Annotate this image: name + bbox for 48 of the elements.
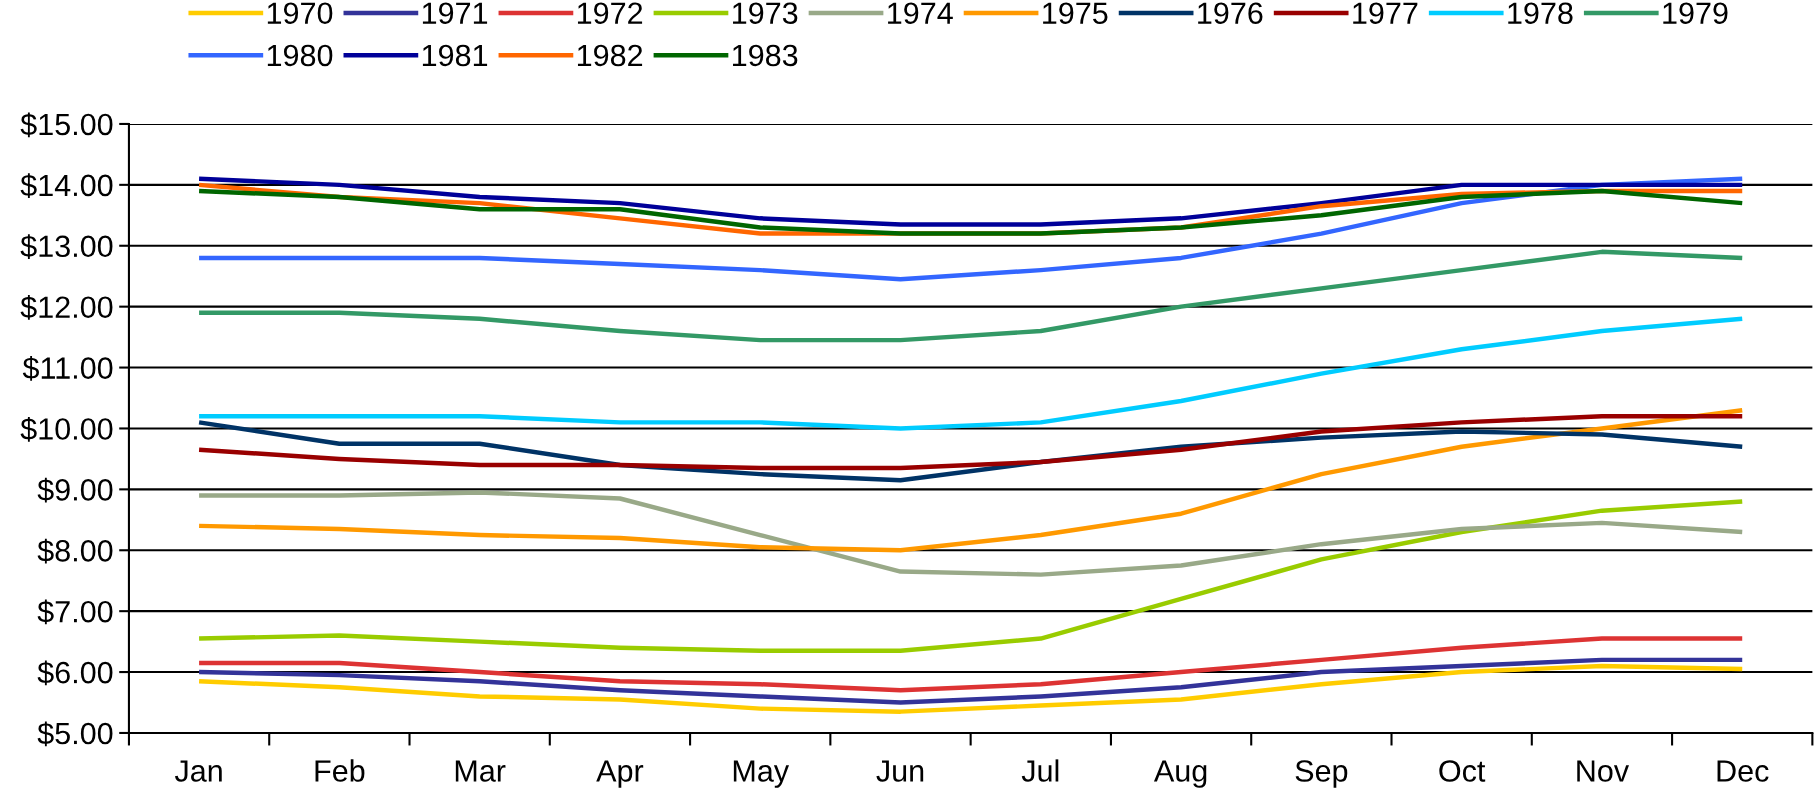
y-tick-label: $5.00 — [37, 721, 113, 747]
x-tick-label: Aug — [1153, 760, 1207, 788]
y-tick-label: $12.00 — [20, 295, 113, 320]
legend-label: 1971 — [422, 2, 488, 25]
x-tick-label: Jun — [876, 760, 924, 782]
x-tick-label: Nov — [1577, 760, 1629, 782]
line-series — [196, 176, 1745, 227]
x-tick-label: Apr — [596, 760, 644, 788]
line-series — [196, 316, 1745, 431]
y-tick-label: $15.00 — [20, 112, 113, 138]
line-series — [196, 249, 1745, 343]
y-tick-label: $14.00 — [20, 173, 113, 199]
legend-label: 1977 — [1353, 2, 1418, 25]
line-series — [196, 657, 1745, 705]
x-tick-label: Jan — [174, 760, 222, 782]
y-tick-label: $13.00 — [20, 234, 113, 259]
legend-label: 1983 — [733, 44, 798, 67]
line-series — [196, 490, 1745, 577]
legend-label: 1981 — [422, 44, 488, 67]
legend-label: 1982 — [577, 44, 643, 67]
legend-label: 1976 — [1198, 2, 1263, 25]
x-tick-label: Sep — [1295, 760, 1348, 788]
x-tick-label: Dec — [1717, 760, 1769, 782]
x-tick-label: Jul — [1021, 759, 1059, 782]
y-tick-label: $11.00 — [22, 356, 113, 381]
line-series — [196, 663, 1745, 714]
y-tick-label: $9.00 — [37, 477, 113, 503]
x-tick-label: Oct — [1439, 760, 1486, 782]
x-tick-label: Feb — [315, 759, 365, 782]
legend-label: 1975 — [1043, 2, 1108, 25]
line-series — [196, 636, 1745, 693]
legend-label: 1972 — [577, 2, 643, 25]
y-tick-label: $7.00 — [37, 599, 113, 625]
x-tick-label: May — [733, 760, 790, 788]
line-series — [196, 176, 1745, 282]
legend-label: 1970 — [267, 2, 333, 25]
y-tick-label: $6.00 — [37, 660, 113, 686]
y-tick-label: $8.00 — [37, 538, 113, 564]
legend-label: 1973 — [733, 2, 798, 25]
legend-label: 1980 — [267, 44, 333, 67]
y-tick-label: $10.00 — [20, 416, 113, 442]
line-series — [196, 499, 1745, 653]
line-series — [196, 414, 1745, 471]
legend-label: 1978 — [1508, 2, 1573, 25]
legend-label: 1979 — [1663, 2, 1728, 25]
legend-label: 1974 — [888, 2, 953, 25]
line-series — [196, 407, 1745, 553]
x-tick-label: Mar — [455, 760, 506, 782]
